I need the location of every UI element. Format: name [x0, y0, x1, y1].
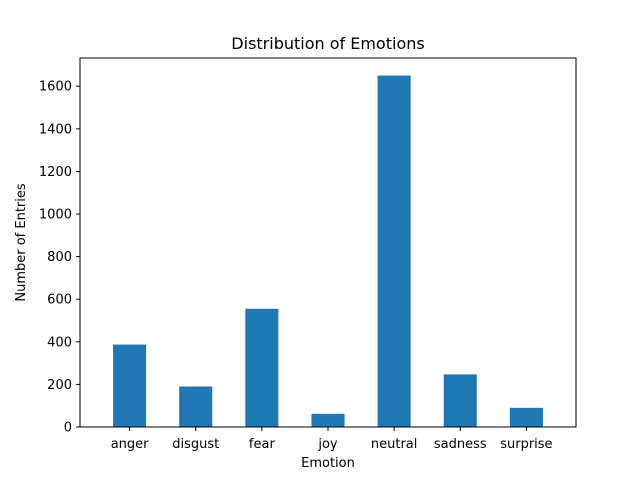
y-tick-label: 600	[47, 293, 72, 308]
bar-fear	[245, 308, 279, 427]
y-tick-label: 0	[64, 421, 72, 436]
bar-neutral	[377, 75, 411, 427]
bar-joy	[311, 413, 345, 427]
y-tick-label: 1000	[39, 208, 72, 223]
y-tick-label: 800	[47, 250, 72, 265]
bars-layer	[113, 75, 543, 427]
bar-sadness	[443, 374, 477, 427]
x-tick-label: sadness	[434, 437, 487, 452]
y-axis-label: Number of Entries	[14, 183, 29, 302]
y-tick-label: 1600	[39, 80, 72, 95]
y-tick-label: 1200	[39, 165, 72, 180]
y-tick-label: 1400	[39, 122, 72, 137]
x-tick-label: surprise	[500, 437, 552, 452]
bar-disgust	[179, 386, 213, 427]
x-axis: anger disgust fear joy neutral sadness surpris…	[111, 427, 553, 452]
y-tick-label: 200	[47, 378, 72, 393]
x-tick-label: joy	[317, 437, 338, 452]
x-tick-label: disgust	[172, 437, 219, 452]
x-axis-label: Emotion	[301, 456, 355, 471]
x-tick-label: anger	[111, 437, 149, 452]
bar-surprise	[509, 407, 543, 427]
x-tick-label: fear	[249, 437, 276, 452]
y-tick-label: 400	[47, 335, 72, 350]
y-axis: 0 200 400 600 800 1000 1200 1400 1600	[39, 80, 80, 436]
plot-frame	[79, 57, 577, 428]
x-tick-label: neutral	[371, 437, 418, 452]
bar-anger	[113, 344, 147, 427]
chart-title: Distribution of Emotions	[231, 34, 424, 53]
